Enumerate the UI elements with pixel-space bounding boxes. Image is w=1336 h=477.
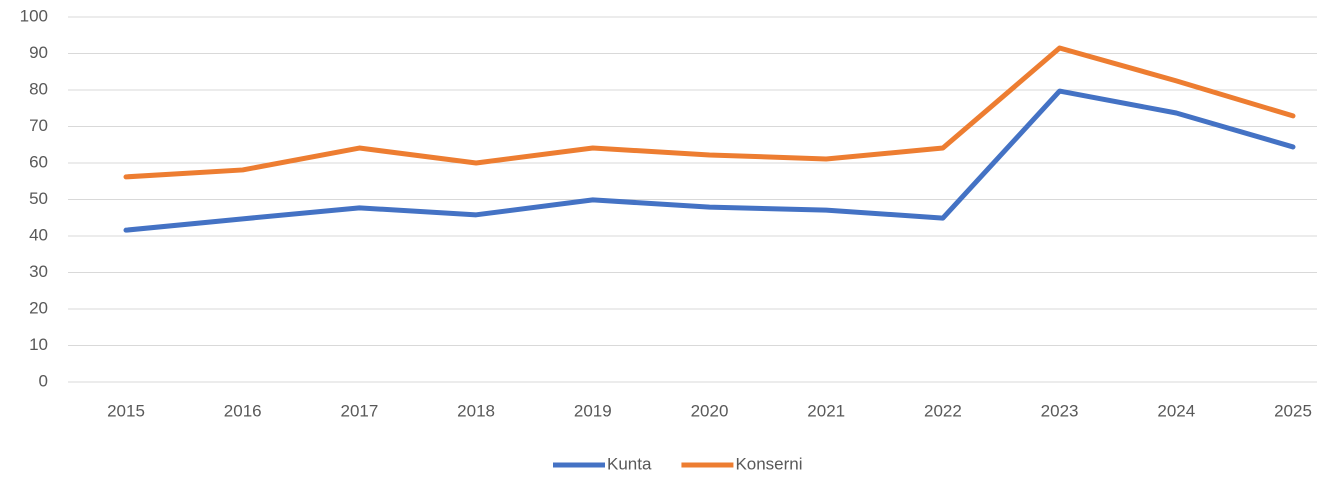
x-tick-label: 2020 [691,401,729,420]
y-tick-label: 10 [29,335,48,354]
x-tick-label: 2015 [107,401,145,420]
y-tick-label: 70 [29,116,48,135]
y-tick-label: 0 [39,371,48,390]
legend-label: Konserni [735,454,802,473]
x-tick-label: 2017 [340,401,378,420]
y-tick-label: 50 [29,189,48,208]
x-tick-label: 2016 [224,401,262,420]
y-tick-label: 20 [29,298,48,317]
x-tick-label: 2018 [457,401,495,420]
x-tick-label: 2021 [807,401,845,420]
legend-label: Kunta [607,454,652,473]
y-tick-label: 80 [29,79,48,98]
y-tick-label: 90 [29,43,48,62]
series-line [123,88,1296,233]
x-tick-label: 2022 [924,401,962,420]
x-tick-label: 2019 [574,401,612,420]
series-line [123,45,1296,180]
y-tick-label: 40 [29,225,48,244]
y-tick-label: 100 [20,6,48,25]
x-tick-label: 2024 [1157,401,1195,420]
y-tick-label: 60 [29,152,48,171]
x-tick-label: 2023 [1041,401,1079,420]
x-tick-label: 2025 [1274,401,1312,420]
y-tick-label: 30 [29,262,48,281]
